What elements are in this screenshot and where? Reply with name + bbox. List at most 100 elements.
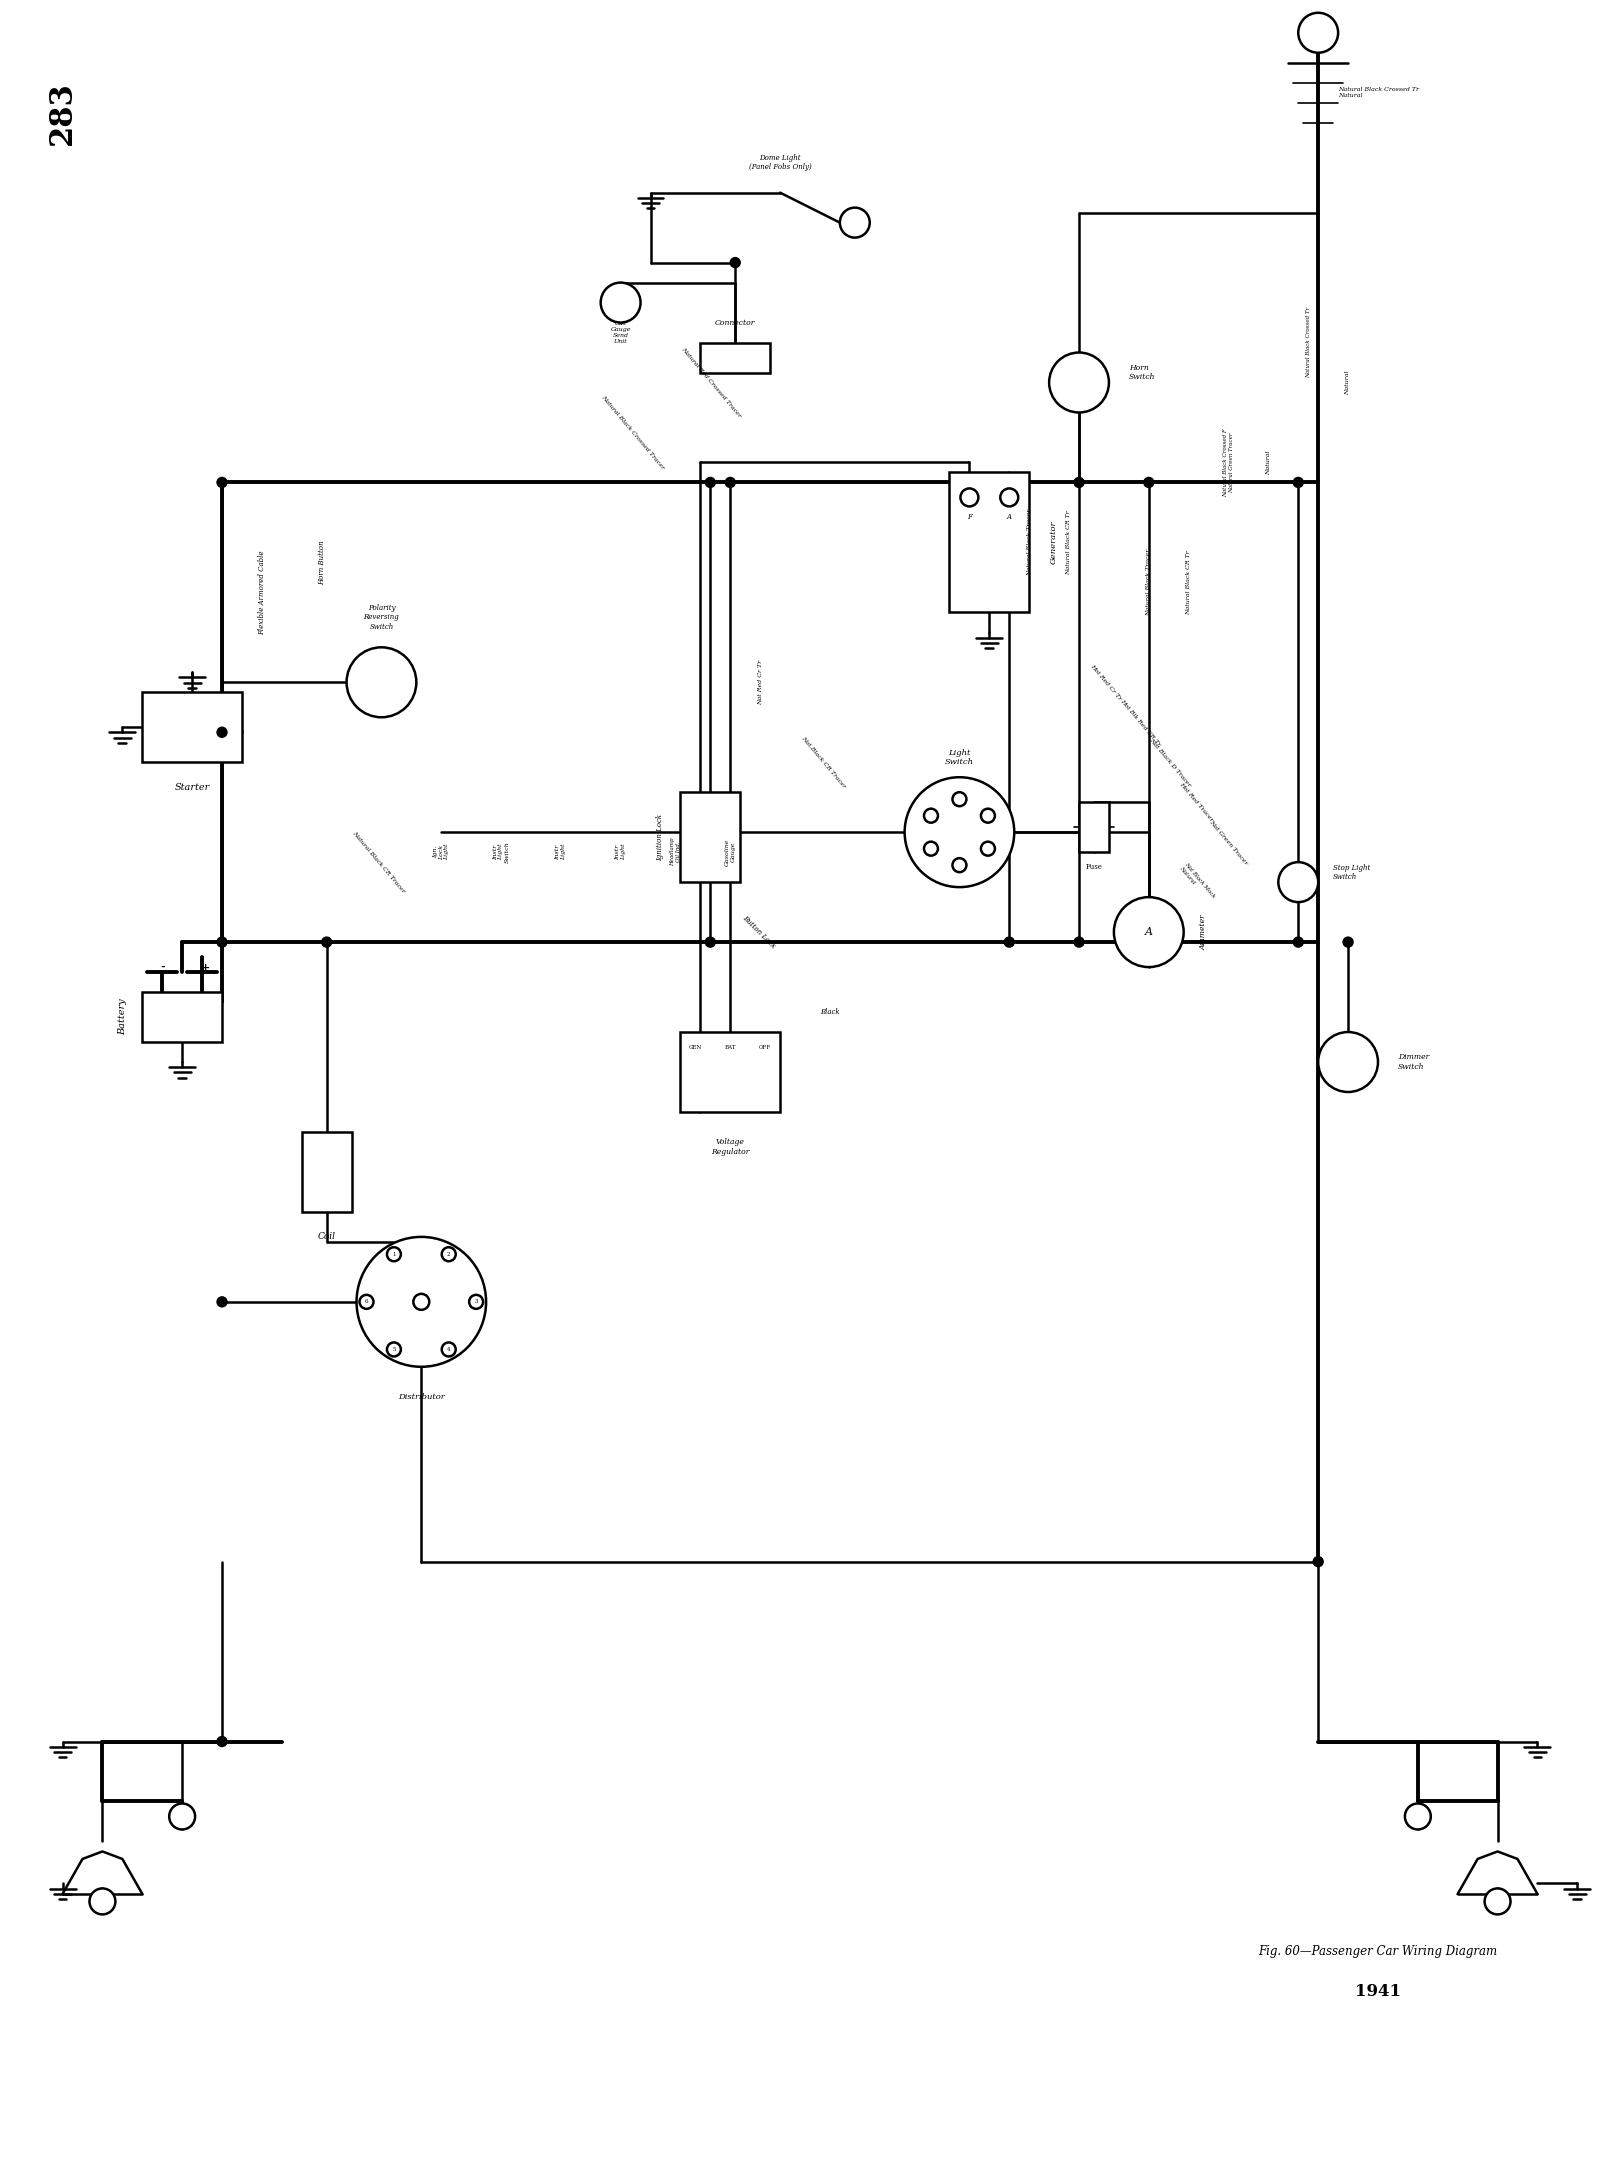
Text: 3: 3 — [474, 1298, 478, 1305]
Text: Nat Black D Tracer: Nat Black D Tracer — [1149, 738, 1192, 788]
Circle shape — [387, 1246, 402, 1262]
Text: 4: 4 — [446, 1346, 451, 1352]
Text: Natural: Natural — [1346, 370, 1350, 394]
Circle shape — [413, 1294, 429, 1309]
Text: Nat Red Cr Tr: Nat Red Cr Tr — [758, 660, 763, 705]
Text: +: + — [200, 961, 210, 972]
Bar — [142, 692, 242, 762]
Text: Natural: Natural — [1266, 450, 1270, 474]
Text: 5: 5 — [392, 1346, 395, 1352]
Circle shape — [218, 727, 227, 738]
Circle shape — [1005, 937, 1014, 948]
Text: Voltage
Regulator: Voltage Regulator — [710, 1138, 749, 1156]
Circle shape — [347, 647, 416, 716]
Circle shape — [706, 478, 715, 487]
Text: Ignition Lock: Ignition Lock — [656, 814, 664, 861]
Circle shape — [360, 1294, 373, 1309]
Circle shape — [1144, 478, 1154, 487]
Circle shape — [730, 258, 741, 268]
Circle shape — [952, 859, 966, 872]
Text: Instr
Light
Switch: Instr Light Switch — [493, 842, 509, 863]
Text: Light
Switch: Light Switch — [946, 749, 974, 766]
Circle shape — [904, 777, 1014, 887]
Text: Hot Blk Red CR Tr: Hot Blk Red CR Tr — [1118, 699, 1162, 747]
Text: Natural Red Crossed Tracer: Natural Red Crossed Tracer — [680, 346, 742, 418]
Circle shape — [1318, 1032, 1378, 1093]
Text: Nat Black Mock
Natural: Nat Black Mock Natural — [1179, 861, 1216, 902]
Circle shape — [1293, 937, 1304, 948]
Text: Natural Black Crossed Tracer: Natural Black Crossed Tracer — [600, 394, 666, 470]
Circle shape — [1342, 937, 1354, 948]
Bar — [680, 792, 741, 883]
Text: Black: Black — [821, 1008, 840, 1017]
Circle shape — [357, 1238, 486, 1368]
Text: Natural Black Crossed Tr
Natural: Natural Black Crossed Tr Natural — [1338, 87, 1419, 97]
Circle shape — [218, 937, 227, 948]
Text: Natural Black Crossed Tr: Natural Black Crossed Tr — [1306, 307, 1310, 379]
Text: Nat.Black CR Tracer: Nat.Black CR Tracer — [800, 736, 846, 790]
Circle shape — [1074, 937, 1085, 948]
Text: 6: 6 — [365, 1298, 368, 1305]
Text: 2: 2 — [446, 1251, 451, 1257]
Circle shape — [1050, 353, 1109, 413]
Circle shape — [469, 1294, 483, 1309]
Circle shape — [442, 1246, 456, 1262]
Text: Hot Red Tracer: Hot Red Tracer — [1179, 781, 1214, 822]
Text: Distributor: Distributor — [398, 1394, 445, 1400]
Text: Ammeter: Ammeter — [1200, 913, 1208, 950]
Text: Gas
Gauge
Send
Unit: Gas Gauge Send Unit — [610, 320, 630, 344]
Circle shape — [1000, 489, 1018, 506]
Text: Fig. 60—Passenger Car Wiring Diagram: Fig. 60—Passenger Car Wiring Diagram — [1259, 1945, 1498, 1958]
Circle shape — [725, 478, 736, 487]
Bar — [701, 342, 770, 372]
Text: Polarity
Reversing
Switch: Polarity Reversing Switch — [363, 604, 400, 630]
Text: Flexible Armored Cable: Flexible Armored Cable — [258, 550, 266, 634]
Text: Starter: Starter — [174, 783, 210, 792]
Text: Natural Black CR Tr: Natural Black CR Tr — [1067, 511, 1072, 576]
Text: A: A — [1006, 513, 1011, 522]
Text: Horn
Switch: Horn Switch — [1130, 364, 1155, 381]
Text: Dome Light
(Panel Fobs Only): Dome Light (Panel Fobs Only) — [749, 154, 811, 171]
Circle shape — [706, 937, 715, 948]
Circle shape — [923, 842, 938, 855]
Text: Headlamp
Oil Ind.: Headlamp Oil Ind. — [670, 837, 682, 866]
Text: 1: 1 — [392, 1251, 395, 1257]
Circle shape — [840, 208, 870, 238]
Circle shape — [1314, 1556, 1323, 1567]
Circle shape — [981, 842, 995, 855]
Circle shape — [960, 489, 978, 506]
Circle shape — [218, 1296, 227, 1307]
Text: 283: 283 — [46, 80, 78, 145]
Text: BAT: BAT — [725, 1045, 736, 1050]
Circle shape — [90, 1889, 115, 1915]
Text: -: - — [160, 961, 165, 972]
Bar — [949, 472, 1029, 612]
Bar — [142, 991, 222, 1043]
Bar — [680, 1032, 781, 1112]
Text: Button Lock: Button Lock — [741, 913, 776, 950]
Text: Gasoline
Gauge: Gasoline Gauge — [725, 837, 736, 866]
Circle shape — [1405, 1803, 1430, 1829]
Text: Natural Black Tracer: Natural Black Tracer — [1027, 509, 1032, 576]
Circle shape — [442, 1342, 456, 1357]
Text: Hot Red Cr Tr: Hot Red Cr Tr — [1090, 664, 1122, 701]
Circle shape — [1074, 478, 1085, 487]
Text: Instr
Light: Instr Light — [555, 844, 566, 861]
Text: Connector: Connector — [715, 318, 755, 327]
Circle shape — [1485, 1889, 1510, 1915]
Text: Natural Black Crossed F
Natural Green Tracer: Natural Black Crossed F Natural Green Tr… — [1222, 428, 1234, 498]
Text: Natural Black CR Tr: Natural Black CR Tr — [1186, 550, 1190, 615]
Circle shape — [322, 937, 331, 948]
Text: Natural Black Tracer: Natural Black Tracer — [1146, 550, 1152, 617]
Text: OFF: OFF — [758, 1045, 771, 1050]
Text: A: A — [1144, 926, 1152, 937]
Circle shape — [1114, 898, 1184, 967]
Circle shape — [1278, 861, 1318, 902]
Text: Nat Green Tracer: Nat Green Tracer — [1208, 818, 1248, 866]
Text: Dimmer
Switch: Dimmer Switch — [1398, 1054, 1429, 1071]
Text: Stop Light
Switch: Stop Light Switch — [1333, 863, 1371, 881]
Circle shape — [218, 1736, 227, 1746]
Circle shape — [981, 809, 995, 822]
Circle shape — [1293, 478, 1304, 487]
Text: Generator: Generator — [1050, 522, 1058, 565]
